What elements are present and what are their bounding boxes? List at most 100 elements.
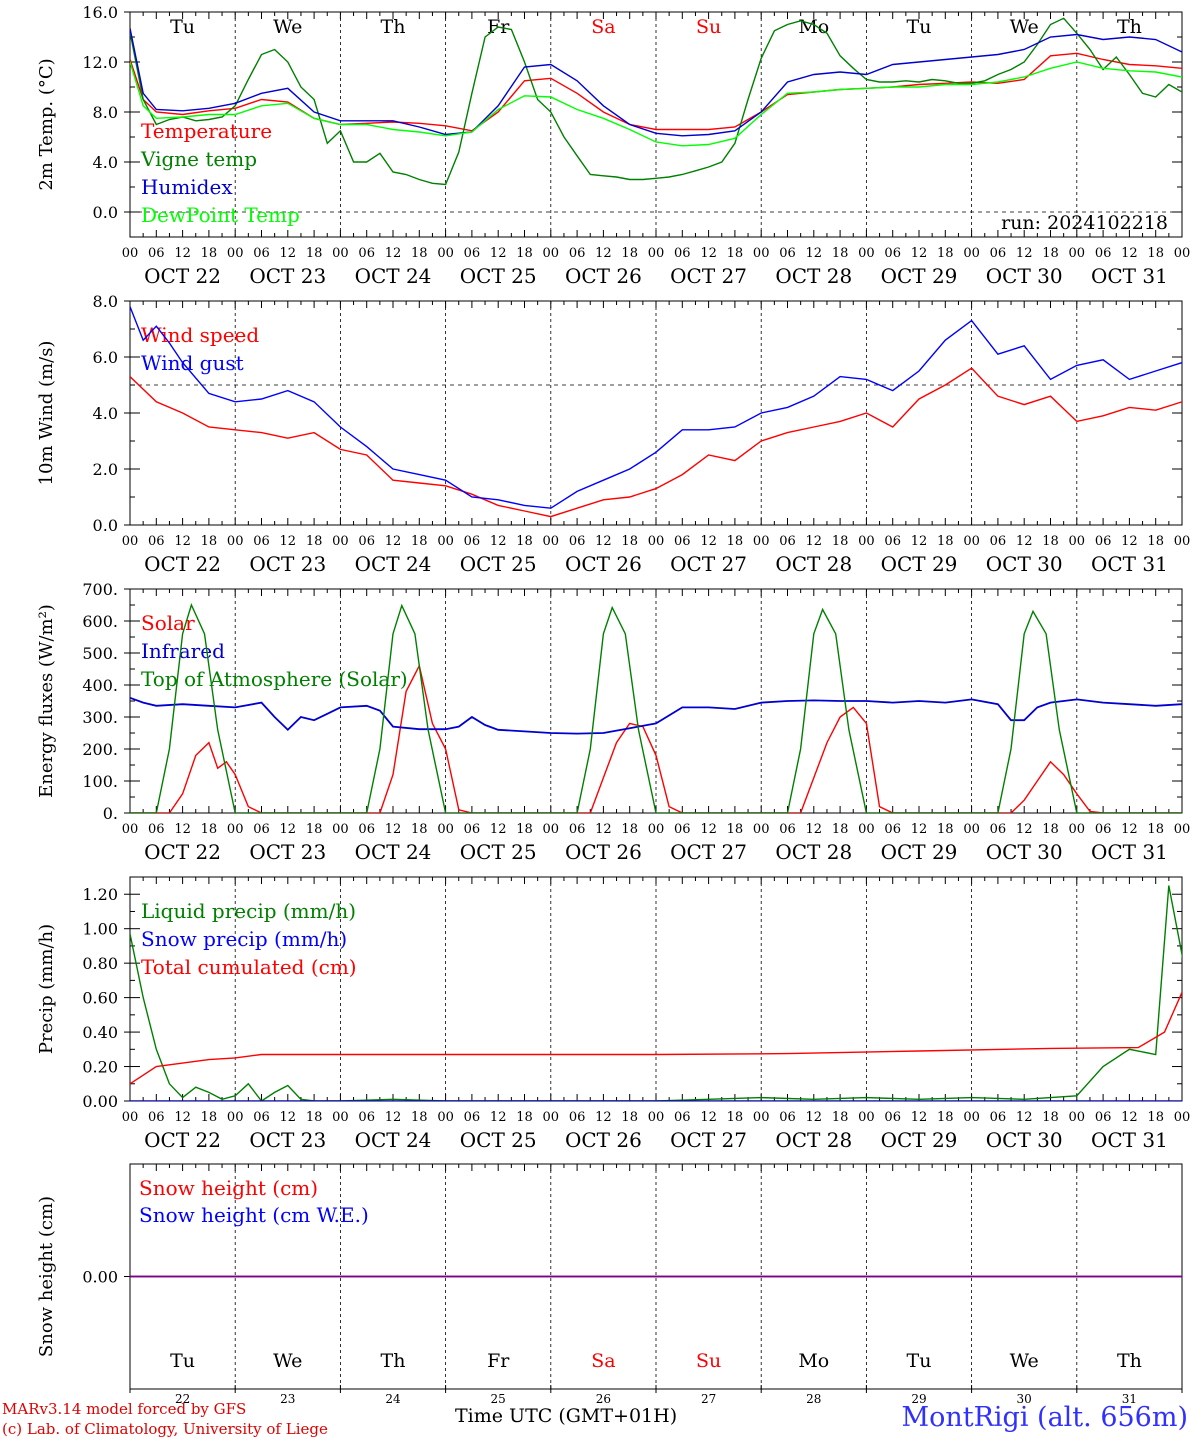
y-tick-label: 1.00 bbox=[82, 920, 118, 939]
hour-label: 00 bbox=[1174, 1110, 1191, 1125]
day-number-label: 24 bbox=[385, 1392, 401, 1406]
hour-label: 06 bbox=[253, 534, 270, 549]
hour-label: 18 bbox=[306, 534, 323, 549]
y-tick-label: 600. bbox=[82, 612, 118, 631]
hour-label: 12 bbox=[1121, 534, 1138, 549]
hour-label: 12 bbox=[1121, 246, 1138, 261]
date-label: OCT 23 bbox=[249, 552, 326, 576]
hour-label: 06 bbox=[884, 822, 901, 837]
hour-label: 18 bbox=[727, 534, 744, 549]
hour-label: 18 bbox=[306, 1110, 323, 1125]
hour-label: 06 bbox=[779, 246, 796, 261]
hour-label: 00 bbox=[1069, 822, 1086, 837]
y-tick-label: 4.0 bbox=[93, 153, 118, 172]
hour-label: 12 bbox=[174, 1110, 191, 1125]
hour-label: 06 bbox=[884, 1110, 901, 1125]
hour-label: 00 bbox=[543, 822, 560, 837]
hour-label: 00 bbox=[332, 1110, 349, 1125]
hour-label: 06 bbox=[253, 1110, 270, 1125]
hour-label: 18 bbox=[937, 246, 954, 261]
day-number-label: 26 bbox=[596, 1392, 611, 1406]
hour-label: 00 bbox=[753, 822, 770, 837]
hour-label: 00 bbox=[122, 1110, 139, 1125]
hour-label: 18 bbox=[727, 246, 744, 261]
legend-entry: Top of Atmosphere (Solar) bbox=[141, 667, 408, 691]
legend-entry: Snow height (cm W.E.) bbox=[139, 1203, 369, 1227]
weekday-label: Th bbox=[1117, 16, 1142, 38]
hour-label: 18 bbox=[516, 822, 533, 837]
hour-label: 06 bbox=[990, 534, 1007, 549]
legend-entry: Wind speed bbox=[141, 323, 259, 347]
hour-label: 00 bbox=[648, 1110, 665, 1125]
hour-label: 18 bbox=[1147, 246, 1164, 261]
date-label: OCT 30 bbox=[986, 840, 1063, 864]
hour-label: 06 bbox=[1095, 246, 1112, 261]
y-tick-label: 0.00 bbox=[82, 1268, 118, 1287]
date-label: OCT 28 bbox=[775, 552, 852, 576]
hour-label: 18 bbox=[832, 534, 849, 549]
hour-label: 00 bbox=[858, 1110, 875, 1125]
hour-label: 00 bbox=[1174, 822, 1191, 837]
day-number-label: 22 bbox=[175, 1392, 190, 1406]
date-label: OCT 24 bbox=[355, 840, 432, 864]
y-tick-label: 0.40 bbox=[82, 1023, 118, 1042]
date-label: OCT 23 bbox=[249, 264, 326, 288]
hour-label: 00 bbox=[963, 534, 980, 549]
date-label: OCT 30 bbox=[986, 264, 1063, 288]
hour-label: 12 bbox=[1016, 1110, 1033, 1125]
hour-label: 00 bbox=[437, 534, 454, 549]
weekday-label: Su bbox=[696, 16, 721, 38]
hour-label: 12 bbox=[490, 1110, 507, 1125]
hour-label: 06 bbox=[569, 1110, 586, 1125]
hour-label: 18 bbox=[621, 534, 638, 549]
weekday-label: Tu bbox=[170, 1350, 195, 1372]
legend-entry: DewPoint Temp bbox=[141, 203, 300, 227]
hour-label: 18 bbox=[1147, 822, 1164, 837]
hour-label: 18 bbox=[201, 1110, 218, 1125]
hour-label: 00 bbox=[648, 822, 665, 837]
hour-label: 12 bbox=[595, 246, 612, 261]
hour-label: 06 bbox=[464, 822, 481, 837]
hour-label: 06 bbox=[779, 822, 796, 837]
hour-label: 06 bbox=[358, 534, 375, 549]
legend-entry: Wind gust bbox=[141, 351, 244, 375]
hour-label: 18 bbox=[832, 246, 849, 261]
hour-label: 18 bbox=[1042, 246, 1059, 261]
legend-entry: Liquid precip (mm/h) bbox=[141, 899, 356, 923]
series-line-wind-0 bbox=[130, 367, 1182, 518]
weekday-label: Tu bbox=[907, 1350, 932, 1372]
y-tick-label: 0.0 bbox=[93, 516, 118, 535]
hour-label: 00 bbox=[122, 534, 139, 549]
hour-label: 06 bbox=[569, 822, 586, 837]
hour-label: 00 bbox=[543, 1110, 560, 1125]
hour-label: 00 bbox=[332, 246, 349, 261]
day-number-label: 23 bbox=[280, 1392, 295, 1406]
hour-label: 12 bbox=[700, 246, 717, 261]
y-tick-label: 300. bbox=[82, 708, 118, 727]
hour-label: 00 bbox=[437, 1110, 454, 1125]
y-axis-title: 10m Wind (m/s) bbox=[36, 341, 57, 486]
panel-frame bbox=[129, 300, 1183, 526]
hour-label: 18 bbox=[306, 822, 323, 837]
hour-label: 06 bbox=[674, 534, 691, 549]
hour-label: 00 bbox=[858, 246, 875, 261]
hour-label: 06 bbox=[358, 246, 375, 261]
legend-entry: Snow height (cm) bbox=[139, 1176, 318, 1200]
hour-label: 18 bbox=[621, 246, 638, 261]
series-line-precip-0 bbox=[130, 885, 1182, 1101]
hour-label: 06 bbox=[779, 1110, 796, 1125]
hour-label: 12 bbox=[1016, 246, 1033, 261]
date-label: OCT 24 bbox=[355, 1128, 432, 1152]
hour-label: 18 bbox=[411, 1110, 428, 1125]
date-label: OCT 22 bbox=[144, 1128, 221, 1152]
hour-label: 06 bbox=[674, 246, 691, 261]
series-line-temp-2 bbox=[130, 28, 1182, 137]
hour-label: 06 bbox=[674, 822, 691, 837]
y-tick-label: 0.00 bbox=[82, 1092, 118, 1111]
hour-label: 12 bbox=[700, 534, 717, 549]
hour-label: 18 bbox=[621, 822, 638, 837]
weekday-label: Th bbox=[1117, 1350, 1142, 1372]
hour-label: 12 bbox=[490, 246, 507, 261]
hour-label: 12 bbox=[280, 534, 297, 549]
hour-label: 00 bbox=[543, 246, 560, 261]
